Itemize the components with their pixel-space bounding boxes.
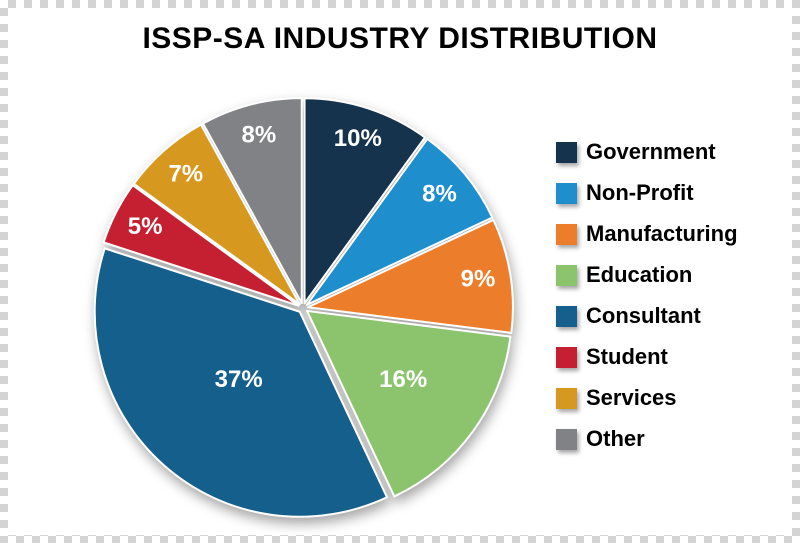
legend-item-education: Education [556, 263, 738, 287]
legend-item-non-profit: Non-Profit [556, 181, 738, 205]
legend-swatch-student [556, 347, 577, 368]
chart-canvas: ISSP-SA INDUSTRY DISTRIBUTION 10%8%9%16%… [8, 8, 792, 535]
legend: Government Non-Profit Manufacturing Educati… [556, 140, 738, 451]
legend-item-services: Services [556, 386, 738, 410]
pie-chart: 10% 8% 9% 16% 37% 5%7% 8% [8, 8, 568, 551]
pie-chart-svg: 10% 8% 9% 16% 37% 5%7% 8% [8, 8, 568, 551]
legend-swatch-non-profit [556, 183, 577, 204]
pie-slice-percent-government: 10% [334, 125, 382, 152]
pie-slice-percent-non-profit: 8% [422, 180, 457, 207]
pie-slice-percent-manufacturing: 9% [461, 266, 496, 293]
legend-label-student: Student [586, 344, 668, 370]
legend-swatch-manufacturing [556, 224, 577, 245]
pie-slice-percent-consultant: 37% [215, 366, 263, 393]
legend-label-consultant: Consultant [586, 303, 701, 329]
legend-item-consultant: Consultant [556, 304, 738, 328]
legend-item-student: Student [556, 345, 738, 369]
legend-swatch-services [556, 388, 577, 409]
legend-label-non-profit: Non-Profit [586, 180, 694, 206]
legend-label-services: Services [586, 385, 677, 411]
pie-slice-percent-services: 7% [168, 160, 203, 187]
legend-item-other: Other [556, 427, 738, 451]
pie-slice-percent-student: 5% [128, 213, 163, 240]
legend-swatch-education [556, 265, 577, 286]
legend-item-manufacturing: Manufacturing [556, 222, 738, 246]
legend-swatch-other [556, 429, 577, 450]
legend-label-other: Other [586, 426, 645, 452]
legend-item-government: Government [556, 140, 738, 164]
legend-label-government: Government [586, 139, 716, 165]
legend-label-education: Education [586, 262, 692, 288]
pie-slice-percent-other: 8% [242, 122, 277, 149]
legend-label-manufacturing: Manufacturing [586, 221, 738, 247]
legend-swatch-government [556, 142, 577, 163]
legend-swatch-consultant [556, 306, 577, 327]
pie-slice-percent-education: 16% [379, 366, 427, 393]
